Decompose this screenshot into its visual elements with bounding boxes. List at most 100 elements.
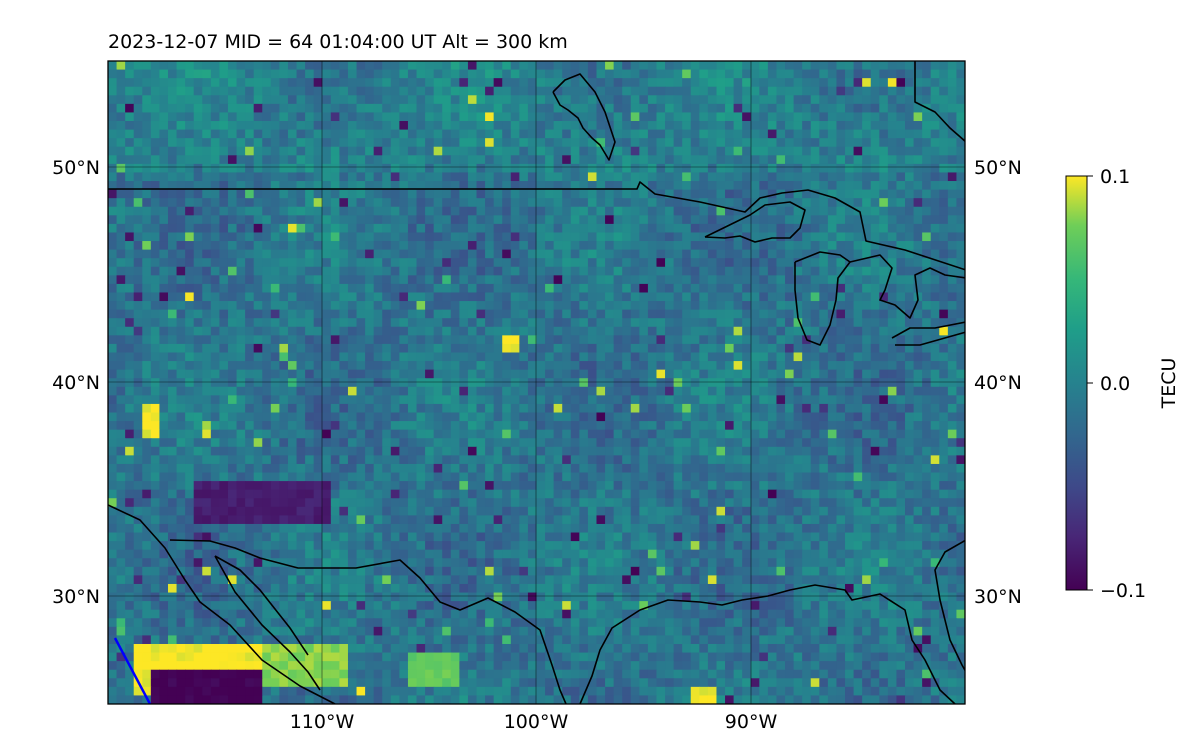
heatmap-cell [279, 78, 289, 88]
heatmap-cell [339, 481, 349, 491]
heatmap-cell [930, 412, 940, 422]
heatmap-cell [459, 138, 469, 148]
heatmap-cell [673, 61, 683, 71]
heatmap-cell [390, 266, 400, 276]
heatmap-cell [407, 283, 418, 294]
heatmap-cell [176, 241, 186, 251]
heatmap-cell [450, 309, 460, 319]
heatmap-cell [116, 438, 126, 448]
heatmap-cell [827, 412, 838, 422]
heatmap-cell [802, 352, 812, 362]
heatmap-cell [210, 438, 221, 448]
heatmap-cell [416, 361, 426, 371]
heatmap-cell [493, 395, 503, 405]
heatmap-cell [699, 463, 709, 474]
heatmap-cell [939, 446, 949, 456]
heatmap-cell [956, 421, 965, 431]
heatmap-cell [296, 309, 306, 319]
heatmap-cell [236, 241, 246, 251]
heatmap-cell [176, 301, 186, 311]
heatmap-cell [210, 189, 221, 199]
heatmap-cell [605, 326, 615, 336]
heatmap-cell [802, 206, 812, 216]
heatmap-cell [553, 412, 563, 422]
heatmap-cell [733, 472, 743, 482]
heatmap-cell [776, 301, 786, 311]
heatmap-cell [776, 463, 786, 474]
heatmap-cell [862, 163, 872, 174]
heatmap-cell [313, 146, 323, 156]
heatmap-cell [596, 198, 606, 208]
heatmap-cell [819, 429, 829, 439]
heatmap-cell [210, 198, 221, 208]
heatmap-cell [510, 343, 520, 354]
heatmap-cell [562, 386, 572, 396]
heatmap-cell [253, 112, 263, 122]
heatmap-cell [930, 386, 940, 396]
heatmap-cell [502, 301, 512, 311]
heatmap-cell [176, 378, 186, 388]
heatmap-cell [776, 241, 786, 251]
heatmap-cell [330, 241, 340, 251]
heatmap-cell [142, 258, 152, 268]
heatmap-cell [939, 438, 949, 448]
heatmap-cell [827, 369, 838, 379]
heatmap-cell [810, 241, 820, 251]
heatmap-cell [579, 481, 589, 491]
heatmap-cell [442, 69, 452, 79]
heatmap-cell [125, 266, 135, 276]
heatmap-cell [193, 292, 203, 302]
heatmap-cell [416, 472, 426, 482]
heatmap-cell [665, 352, 675, 362]
heatmap-cell [759, 95, 769, 105]
heatmap-cell [236, 369, 246, 379]
heatmap-cell [887, 155, 898, 165]
heatmap-cell [133, 198, 143, 208]
heatmap-cell [253, 275, 263, 285]
heatmap-cell [939, 301, 949, 311]
heatmap-cell [467, 112, 478, 122]
heatmap-cell [296, 215, 306, 225]
heatmap-cell [339, 283, 349, 294]
heatmap-cell [467, 232, 478, 242]
heatmap-cell [519, 95, 529, 105]
heatmap-cell [219, 69, 229, 79]
heatmap-cell [536, 121, 546, 131]
heatmap-cell [108, 266, 118, 276]
heatmap-cell [630, 318, 640, 328]
heatmap-cell [759, 138, 769, 148]
heatmap-cell [956, 146, 965, 156]
heatmap-cell [467, 206, 478, 216]
heatmap-cell [356, 61, 366, 71]
heatmap-cell [930, 369, 940, 379]
heatmap-cell [879, 309, 889, 319]
heatmap-cell [416, 78, 426, 88]
heatmap-cell [707, 438, 718, 448]
heatmap-cell [579, 241, 589, 251]
heatmap-cell [159, 378, 169, 388]
heatmap-cell [425, 412, 435, 422]
heatmap-cell [373, 146, 383, 156]
heatmap-cell [467, 61, 478, 71]
heatmap-cell [416, 172, 426, 182]
heatmap-cell [725, 61, 735, 71]
heatmap-cell [553, 69, 563, 79]
heatmap-cell [570, 412, 580, 422]
heatmap-cell [922, 429, 932, 439]
heatmap-cell [159, 86, 169, 96]
heatmap-cell [690, 275, 700, 285]
heatmap-cell [253, 241, 263, 251]
heatmap-cell [459, 395, 469, 405]
heatmap-cell [656, 112, 666, 122]
heatmap-cell [905, 112, 915, 122]
heatmap-cell [622, 206, 632, 216]
heatmap-cell [476, 326, 486, 336]
heatmap-cell [896, 232, 906, 242]
heatmap-cell [202, 258, 212, 268]
heatmap-cell [699, 421, 709, 431]
heatmap-cell [665, 198, 675, 208]
heatmap-cell [896, 361, 906, 371]
heatmap-cell [776, 172, 786, 182]
heatmap-cell [527, 446, 538, 456]
heatmap-cell [270, 266, 280, 276]
